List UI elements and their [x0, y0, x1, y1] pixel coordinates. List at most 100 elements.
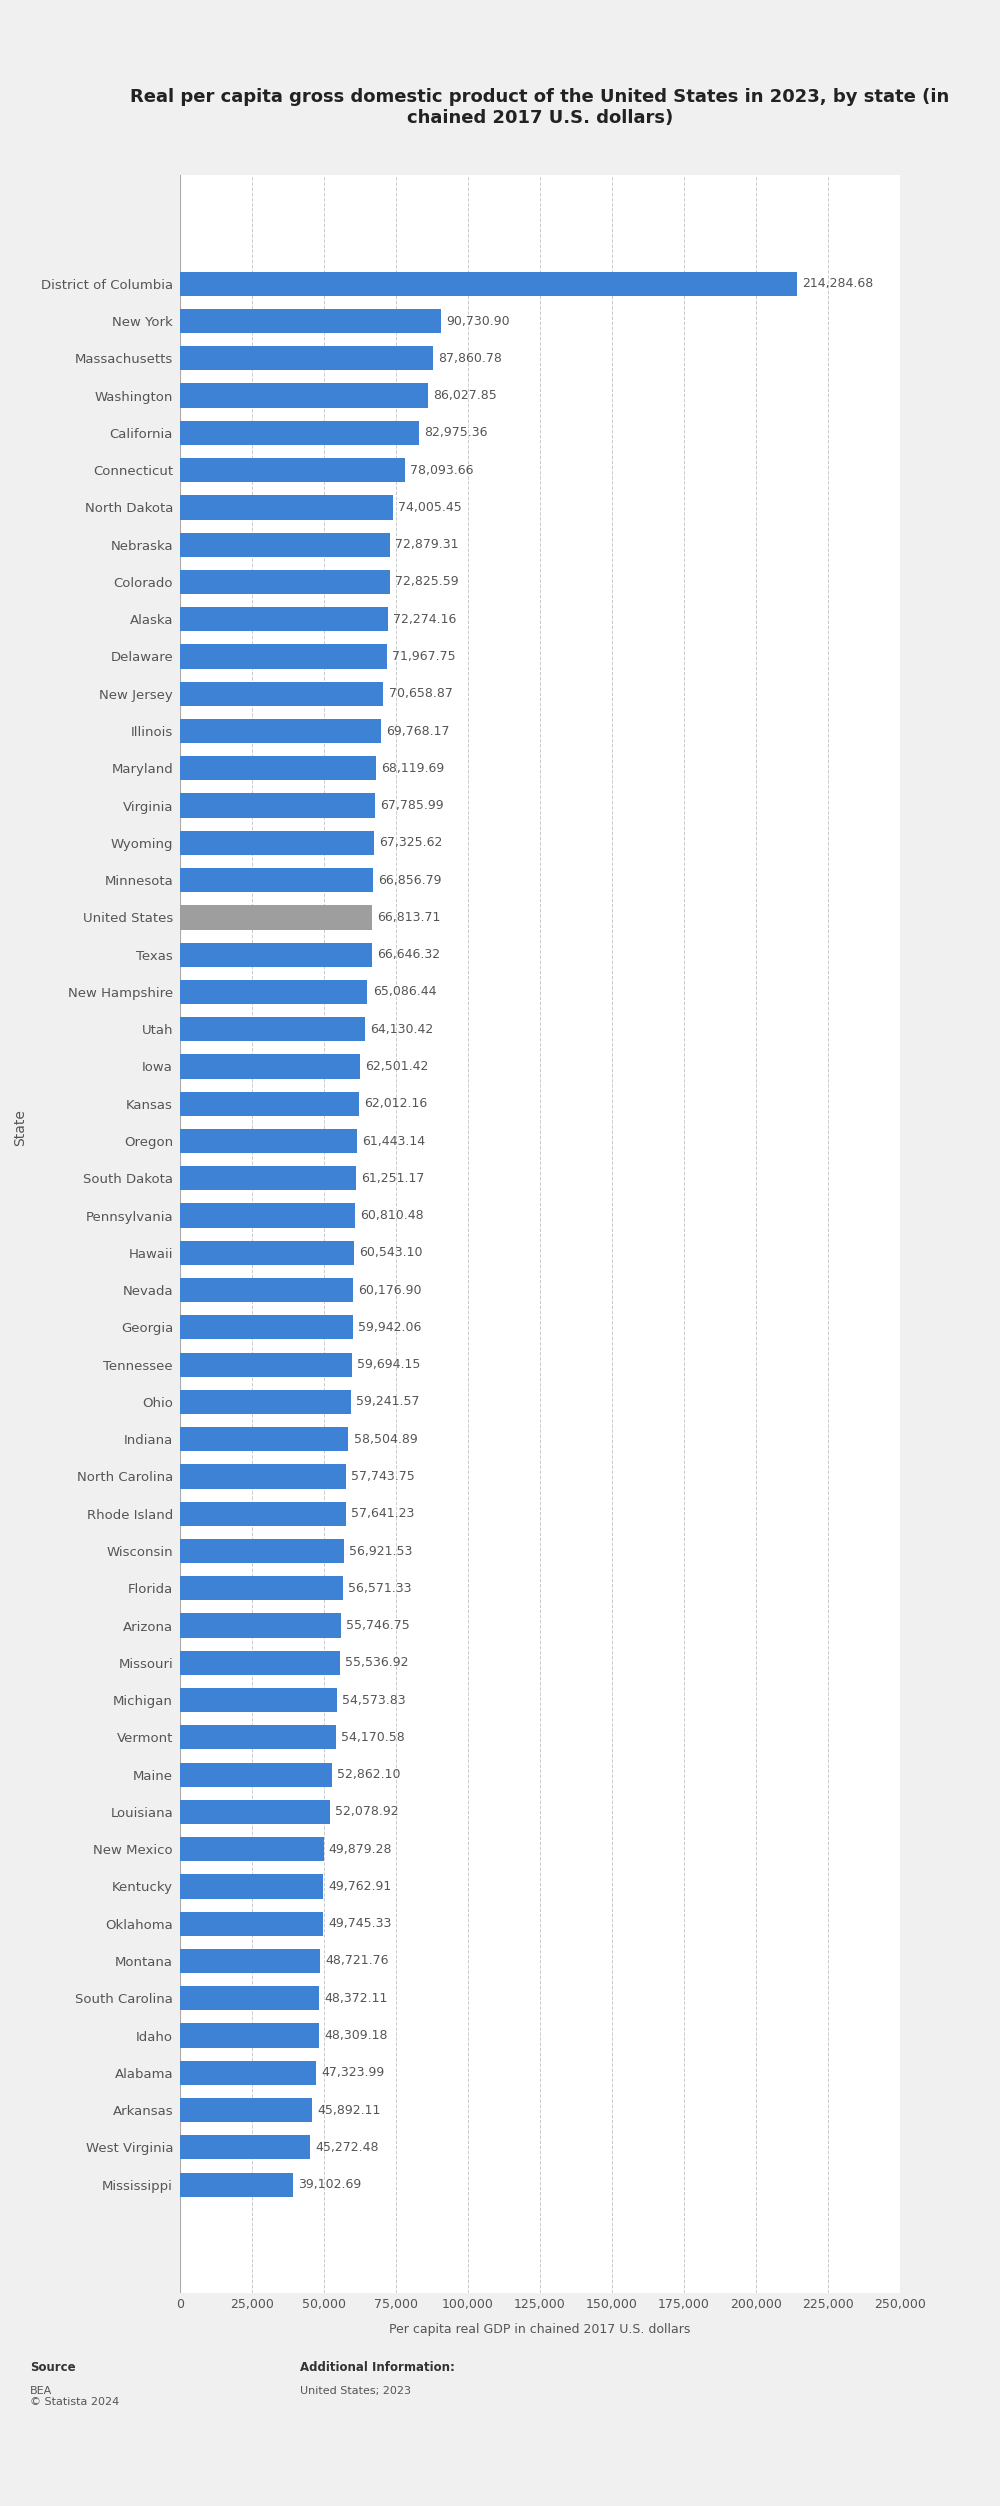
Text: 67,325.62: 67,325.62	[379, 837, 442, 850]
Text: 62,501.42: 62,501.42	[365, 1060, 429, 1073]
Bar	[180, 1128, 357, 1153]
Bar	[180, 867, 373, 892]
Text: 54,573.83: 54,573.83	[342, 1694, 406, 1707]
Text: 72,274.16: 72,274.16	[393, 614, 457, 626]
Bar	[180, 942, 372, 967]
Bar	[180, 1055, 360, 1078]
Text: 74,005.45: 74,005.45	[398, 501, 462, 514]
Bar	[180, 644, 387, 669]
Text: 49,762.91: 49,762.91	[329, 1880, 392, 1892]
Bar	[180, 496, 393, 519]
Text: 57,743.75: 57,743.75	[351, 1471, 415, 1484]
Text: 57,641.23: 57,641.23	[351, 1506, 415, 1521]
Bar	[180, 980, 367, 1005]
Bar	[180, 2060, 316, 2085]
Bar	[180, 2135, 310, 2160]
Text: 87,860.78: 87,860.78	[438, 351, 502, 366]
Bar	[180, 1539, 344, 1564]
Bar	[180, 1987, 319, 2010]
Text: 72,825.59: 72,825.59	[395, 576, 459, 589]
Text: 67,785.99: 67,785.99	[380, 799, 444, 812]
Text: 60,810.48: 60,810.48	[360, 1208, 424, 1223]
Text: 48,721.76: 48,721.76	[326, 1955, 389, 1967]
Text: 39,102.69: 39,102.69	[298, 2178, 361, 2190]
Bar	[180, 1391, 351, 1413]
Text: 59,241.57: 59,241.57	[356, 1396, 419, 1408]
Bar	[180, 459, 405, 481]
Text: 52,862.10: 52,862.10	[337, 1769, 401, 1782]
Text: 45,272.48: 45,272.48	[316, 2140, 379, 2153]
Bar	[180, 271, 797, 296]
Bar	[180, 606, 388, 632]
Text: 56,571.33: 56,571.33	[348, 1581, 412, 1594]
Bar	[180, 1278, 353, 1303]
Text: 66,646.32: 66,646.32	[377, 947, 440, 962]
Bar	[180, 421, 419, 446]
Text: 64,130.42: 64,130.42	[370, 1022, 433, 1035]
Bar	[180, 346, 433, 371]
Text: 86,027.85: 86,027.85	[433, 388, 497, 401]
Bar	[180, 1316, 353, 1341]
Bar	[180, 1464, 346, 1489]
Bar	[180, 2022, 319, 2047]
Bar	[180, 1426, 348, 1451]
Bar	[180, 1203, 355, 1228]
Bar	[180, 1165, 356, 1190]
Text: 55,536.92: 55,536.92	[345, 1656, 409, 1669]
Bar	[180, 308, 441, 333]
Bar	[180, 1353, 352, 1376]
Text: State: State	[13, 1110, 27, 1145]
Bar	[180, 569, 390, 594]
Text: 61,251.17: 61,251.17	[362, 1173, 425, 1185]
Bar	[180, 1837, 324, 1862]
Text: 56,921.53: 56,921.53	[349, 1544, 412, 1559]
Text: Additional Information:: Additional Information:	[300, 2361, 455, 2373]
Text: 65,086.44: 65,086.44	[373, 985, 436, 997]
Bar	[180, 1912, 323, 1935]
Text: 49,879.28: 49,879.28	[329, 1842, 392, 1854]
Bar	[180, 1724, 336, 1749]
Text: 214,284.68: 214,284.68	[802, 278, 874, 291]
Bar	[180, 2098, 312, 2123]
Bar	[180, 682, 383, 707]
Text: 49,745.33: 49,745.33	[328, 1917, 392, 1930]
Text: 69,768.17: 69,768.17	[386, 724, 450, 737]
Text: BEA
© Statista 2024: BEA © Statista 2024	[30, 2386, 119, 2408]
Bar	[180, 1614, 341, 1636]
Bar	[180, 1017, 365, 1042]
Bar	[180, 1874, 323, 1900]
Bar	[180, 534, 390, 556]
Text: 62,012.16: 62,012.16	[364, 1098, 427, 1110]
Text: 61,443.14: 61,443.14	[362, 1135, 425, 1148]
Text: 82,975.36: 82,975.36	[424, 426, 488, 439]
Text: 52,078.92: 52,078.92	[335, 1804, 399, 1819]
Text: United States; 2023: United States; 2023	[300, 2386, 411, 2396]
Bar	[180, 1576, 343, 1601]
Text: 68,119.69: 68,119.69	[381, 762, 445, 774]
Bar	[180, 383, 428, 408]
Bar	[180, 794, 375, 817]
Bar	[180, 719, 381, 744]
Bar	[180, 1950, 320, 1972]
Text: 47,323.99: 47,323.99	[321, 2067, 385, 2080]
Text: 66,813.71: 66,813.71	[378, 910, 441, 925]
Bar	[180, 1799, 330, 1824]
Bar	[180, 1689, 337, 1712]
Text: Per capita real GDP in chained 2017 U.S. dollars: Per capita real GDP in chained 2017 U.S.…	[389, 2323, 691, 2336]
Text: Real per capita gross domestic product of the United States in 2023, by state (i: Real per capita gross domestic product o…	[130, 88, 950, 125]
Bar	[180, 905, 372, 930]
Bar	[180, 1651, 340, 1674]
Text: 58,504.89: 58,504.89	[354, 1433, 417, 1446]
Bar	[180, 1501, 346, 1526]
Text: 72,879.31: 72,879.31	[395, 539, 459, 551]
Text: Source: Source	[30, 2361, 76, 2373]
Text: 90,730.90: 90,730.90	[446, 316, 510, 328]
Text: 60,543.10: 60,543.10	[360, 1245, 423, 1261]
Text: 60,176.90: 60,176.90	[358, 1283, 422, 1296]
Text: 45,892.11: 45,892.11	[317, 2103, 381, 2118]
Text: 48,372.11: 48,372.11	[324, 1992, 388, 2005]
Text: 54,170.58: 54,170.58	[341, 1732, 405, 1744]
Bar	[180, 1240, 354, 1266]
Text: 59,694.15: 59,694.15	[357, 1358, 420, 1371]
Bar	[180, 2173, 293, 2198]
